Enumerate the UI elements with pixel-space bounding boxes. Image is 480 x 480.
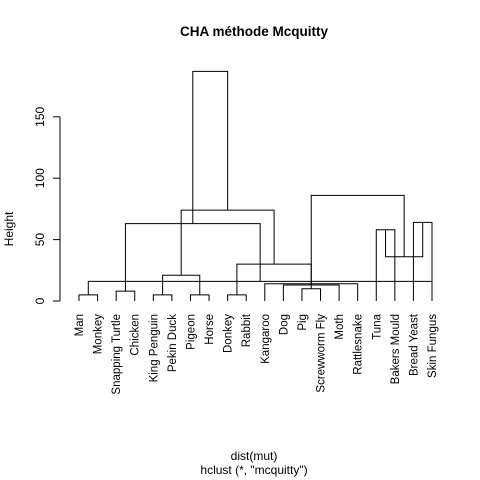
y-tick-label: 100 xyxy=(33,168,47,188)
leaf-label: King Penguin xyxy=(148,314,160,382)
leaf-label: Rabbit xyxy=(241,313,253,347)
y-axis-label: Height xyxy=(2,211,16,246)
dendrogram-link xyxy=(78,294,99,301)
dendrogram-link xyxy=(310,194,405,265)
leaf-label: Bakers Mould xyxy=(390,314,402,384)
leaf-label: Bread Yeast xyxy=(408,313,420,376)
dendrogram-links xyxy=(78,70,433,301)
leaf-label: Horse xyxy=(204,314,216,345)
leaf-label: Tuna xyxy=(371,313,383,339)
y-tick-label: 0 xyxy=(33,297,47,304)
leaf-labels: Man Monkey Snapping Turtle Chicken King Peng… xyxy=(74,313,439,394)
leaf-label: Monkey xyxy=(93,314,105,355)
leaf-label: Pig xyxy=(297,314,309,331)
leaf-label: Dog xyxy=(278,314,290,335)
leaf-label: Pigeon xyxy=(185,314,197,350)
dendrogram-link xyxy=(227,294,247,301)
leaf-label: Pekin Duck xyxy=(167,314,179,372)
x-axis-label: dist(mut) xyxy=(231,449,278,463)
dendrogram-link xyxy=(301,288,322,301)
leaf-label: Kangaroo xyxy=(260,314,272,364)
dendrogram-link xyxy=(87,280,433,301)
leaf-label: Chicken xyxy=(130,314,142,356)
dendrogram-link xyxy=(236,263,312,295)
y-tick-label: 50 xyxy=(33,233,47,247)
dendrogram-link xyxy=(189,294,210,301)
leaf-label: Rattlesnake xyxy=(353,314,365,375)
leaf-label: Man xyxy=(74,314,86,336)
y-tick-label: 150 xyxy=(33,106,47,126)
dendrogram-link xyxy=(162,274,201,295)
chart-title: CHA méthode Mcquitty xyxy=(180,24,328,39)
leaf-label: Skin Fungus xyxy=(427,314,439,378)
leaf-label: Snapping Turtle xyxy=(111,314,123,395)
leaf-label: Screwworm Fly xyxy=(316,314,328,393)
dendrogram-link xyxy=(192,70,229,224)
leaf-label: Donkey xyxy=(223,314,235,353)
method-sublabel: hclust (*, "mcquitty") xyxy=(200,463,307,477)
leaf-label: Moth xyxy=(334,314,346,340)
dendrogram-link xyxy=(115,290,136,301)
dendrogram-link xyxy=(152,294,173,301)
y-axis: 0 50 100 150 xyxy=(33,106,61,304)
